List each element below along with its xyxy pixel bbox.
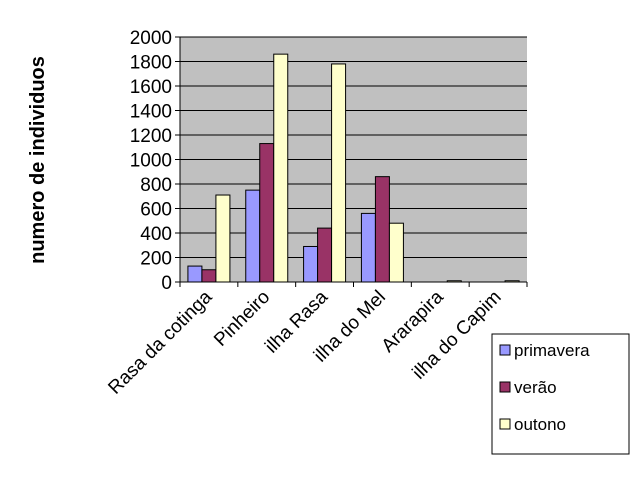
y-tick-label: 2000 bbox=[130, 28, 172, 49]
bar-primavera-0 bbox=[187, 265, 203, 283]
legend-label: outono bbox=[514, 415, 566, 434]
y-tick-label: 400 bbox=[140, 224, 172, 245]
legend-box bbox=[491, 333, 630, 455]
x-tick-label: Rasa da cotinga bbox=[104, 286, 216, 398]
bar-primavera-2 bbox=[303, 245, 319, 283]
y-tick-label: 200 bbox=[140, 249, 172, 270]
y-tick-labels: 0 200 400 600 800 1000 1200 1400 1600 1800 2000 bbox=[130, 28, 180, 294]
y-axis-label: numero de individuos bbox=[27, 56, 49, 264]
bar-outono-2 bbox=[331, 63, 347, 283]
legend-swatch-outono bbox=[499, 418, 511, 430]
legend-label: verão bbox=[514, 378, 557, 397]
y-tick-label: 1800 bbox=[130, 53, 172, 74]
legend-swatch-verão bbox=[499, 381, 511, 393]
gridlines bbox=[180, 36, 527, 258]
legend-swatch-primavera bbox=[499, 344, 511, 356]
y-tick-label: 1200 bbox=[130, 126, 172, 147]
bar-verão-0 bbox=[201, 269, 217, 283]
legend-label: primavera bbox=[514, 341, 590, 360]
y-tick-label: 0 bbox=[161, 273, 172, 294]
y-tick-label: 800 bbox=[140, 175, 172, 196]
legend: primavera verão outono bbox=[491, 333, 630, 455]
y-tick-label: 1600 bbox=[130, 77, 172, 98]
y-tick-label: 600 bbox=[140, 200, 172, 221]
bar-primavera-1 bbox=[245, 189, 261, 283]
bar-outono-0 bbox=[215, 194, 231, 283]
bar-verão-3 bbox=[374, 176, 390, 283]
bar-outono-1 bbox=[273, 53, 289, 283]
bar-primavera-3 bbox=[360, 212, 376, 283]
bar-verão-1 bbox=[259, 143, 275, 283]
bars bbox=[187, 53, 520, 283]
y-tick-label: 1000 bbox=[130, 151, 172, 172]
y-tick-label: 1400 bbox=[130, 102, 172, 123]
bar-verão-2 bbox=[317, 227, 333, 283]
bar-outono-3 bbox=[388, 222, 404, 283]
